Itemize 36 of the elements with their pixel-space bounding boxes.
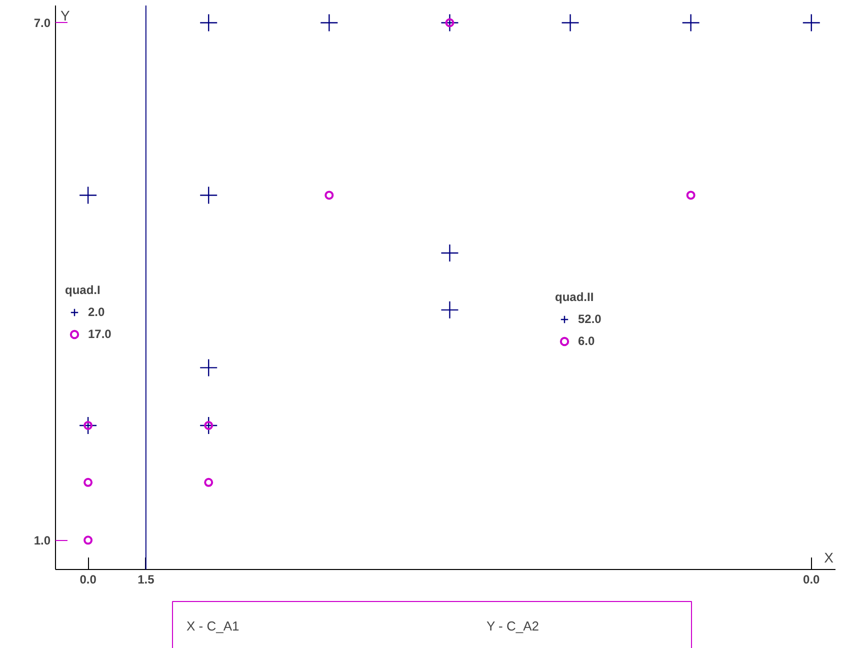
x-tick-label: 0.0: [80, 572, 97, 586]
point: [84, 536, 93, 545]
y-axis-title: Y: [60, 8, 70, 24]
point: [686, 190, 696, 200]
point: [561, 14, 580, 32]
y-tick-label: 7.0: [34, 16, 51, 30]
point: [200, 186, 218, 204]
x-axis-title: X: [824, 550, 834, 566]
point: [320, 14, 338, 32]
legend-label: 2.0: [88, 305, 106, 319]
point: [440, 14, 459, 32]
annotation: quad.I: [65, 283, 102, 297]
point: [802, 14, 820, 32]
text: Y - C_A2: [486, 618, 540, 634]
text: 1.5: [138, 572, 155, 586]
point: [440, 244, 459, 262]
legend-label: 52.0: [578, 312, 602, 326]
point: [204, 420, 214, 430]
point: [84, 420, 93, 430]
point: [84, 478, 93, 487]
text: X - C_A1: [186, 618, 240, 634]
point: [200, 14, 218, 32]
y-tick-label: 1.0: [34, 534, 51, 548]
x-tick-label: 0.0: [803, 572, 820, 586]
point: [440, 300, 459, 320]
point: [200, 358, 218, 377]
annotation: quad.II: [555, 290, 595, 304]
point: [204, 478, 214, 487]
point: [78, 416, 98, 435]
point: [324, 190, 334, 200]
point: [200, 416, 218, 435]
legend-label: 6.0: [578, 334, 596, 348]
point: [78, 186, 98, 204]
point: [445, 18, 454, 28]
point: [682, 14, 700, 32]
legend-label: 17.0: [88, 327, 112, 341]
